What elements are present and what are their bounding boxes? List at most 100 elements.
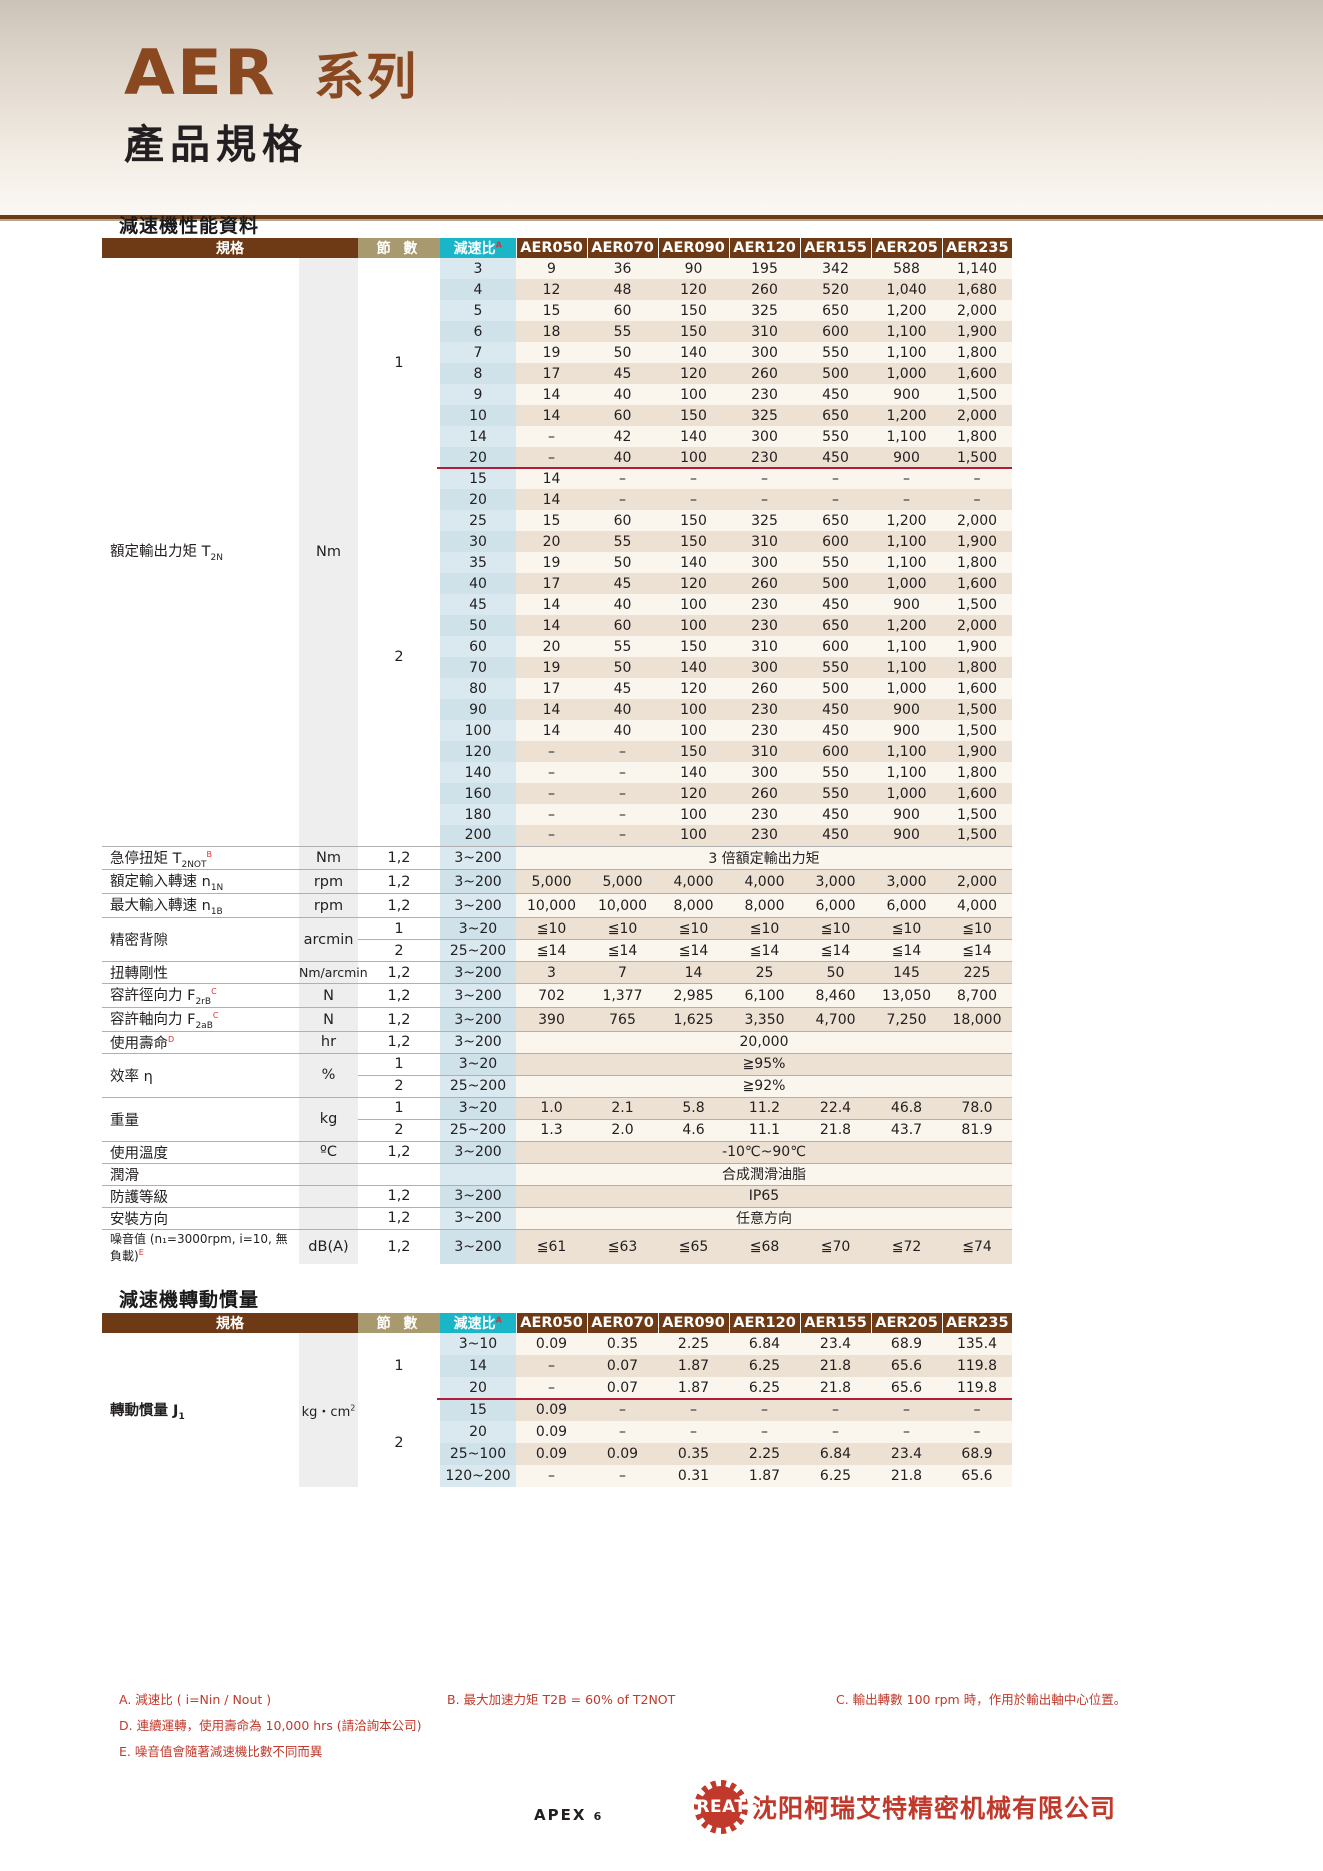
cell-AER155: 650 xyxy=(800,510,871,531)
spec-row: 2 25~200 ≧92% xyxy=(102,1074,1012,1098)
cell-AER155: 500 xyxy=(800,573,871,594)
table-row: 160– –120 260 550 1,000 1,600 xyxy=(102,783,1012,804)
cell-AER070: 50 xyxy=(587,552,658,573)
spec-label: 精密背隙 xyxy=(102,917,299,962)
cell-AER155: 450 xyxy=(800,720,871,741)
ratio-value: 90 xyxy=(440,699,516,720)
table-row: 7 19 50 140 300 550 1,100 1,800 xyxy=(102,342,1012,363)
spec-ratio: 3~200 xyxy=(440,1140,516,1164)
cell-AER235: 1,680 xyxy=(942,279,1012,300)
cell-AER120: 300 xyxy=(729,762,800,783)
spec-label: 最大輸入轉速 n1B xyxy=(102,893,299,918)
cell-AER205: 900 xyxy=(871,720,942,741)
spec-unit: rpm xyxy=(299,893,358,918)
spec-ratio: 3~200 xyxy=(440,845,516,870)
ratio-value: 4 xyxy=(440,279,516,300)
cell-AER090: 150 xyxy=(658,300,729,321)
stage-2-label: 2 xyxy=(358,468,440,846)
cell-AER070: 7 xyxy=(587,961,658,984)
cell-AER090: 100 xyxy=(658,384,729,405)
cell-AER235: – xyxy=(942,1421,1012,1443)
ratio-value: 80 xyxy=(440,678,516,699)
table-row: 20–40 100 230 450 900 1,500 xyxy=(102,447,1012,468)
col2-header-aer205: AER205 xyxy=(870,1313,942,1333)
cell-AER205: 1,000 xyxy=(871,363,942,384)
spec-row: 最大輸入轉速 n1B rpm 1,2 3~200 10,000 10,000 8,000 8,… xyxy=(102,893,1012,918)
table-row: 6 18 55 150 310 600 1,100 1,900 xyxy=(102,321,1012,342)
cell-AER235: 1,900 xyxy=(942,636,1012,657)
cell-AER235: 1,500 xyxy=(942,384,1012,405)
cell-AER120: 230 xyxy=(729,447,800,468)
spec-stage: 1 xyxy=(358,917,440,940)
cell-AER070: 60 xyxy=(587,405,658,426)
cell-AER120: 260 xyxy=(729,573,800,594)
col2-header-aer155: AER155 xyxy=(799,1313,871,1333)
cell-AER155: 450 xyxy=(800,447,871,468)
table-row: 2 15 14– – – – – – xyxy=(102,468,1012,846)
cell-AER070: 55 xyxy=(587,321,658,342)
spec-stage: 2 xyxy=(358,1118,440,1142)
cell-AER120: 300 xyxy=(729,426,800,447)
cell-AER090: 4.6 xyxy=(658,1118,729,1142)
cell-AER235: 1,800 xyxy=(942,426,1012,447)
cell-AER120: 2.25 xyxy=(729,1443,800,1465)
spec-stage: 1 xyxy=(358,1052,440,1076)
cell-AER070: 50 xyxy=(587,342,658,363)
table-row: 14–0.07 1.87 6.25 21.8 65.6 119.8 xyxy=(102,1355,1012,1377)
cell-AER235: 2,000 xyxy=(942,405,1012,426)
cell-AER090: 0.31 xyxy=(658,1465,729,1487)
cell-AER235: 81.9 xyxy=(942,1118,1012,1142)
cell-AER090: – xyxy=(658,1399,729,1421)
cell-AER090: 140 xyxy=(658,552,729,573)
cell-AER090: 1.87 xyxy=(658,1377,729,1399)
cell-AER155: 21.8 xyxy=(800,1118,871,1142)
cell-AER050: – xyxy=(516,1355,587,1377)
cell-AER090: 100 xyxy=(658,594,729,615)
ratio-value: 5 xyxy=(440,300,516,321)
cell-AER050: 19 xyxy=(516,657,587,678)
spec-unit: hr xyxy=(299,1030,358,1054)
cell-AER120: ≦68 xyxy=(729,1228,800,1264)
cell-AER155: ≦14 xyxy=(800,939,871,962)
cell-AER235: 2,000 xyxy=(942,869,1012,894)
table-row: 80 17 45 120 260 500 1,000 1,600 xyxy=(102,678,1012,699)
performance-table-head: 規格 節 數 減速比A AER050 AER070 AER090 AER120 … xyxy=(102,238,1012,258)
cell-AER155: – xyxy=(800,489,871,510)
cell-AER155: 550 xyxy=(800,657,871,678)
cell-AER120: 300 xyxy=(729,552,800,573)
cell-AER050: 17 xyxy=(516,573,587,594)
cell-AER120: 11.1 xyxy=(729,1118,800,1142)
cell-AER090: 100 xyxy=(658,720,729,741)
cell-AER155: 342 xyxy=(800,258,871,279)
cell-AER155: 500 xyxy=(800,363,871,384)
spec-ratio: 3~200 xyxy=(440,1206,516,1230)
cell-AER155: 600 xyxy=(800,531,871,552)
cell-AER050: 1.3 xyxy=(516,1118,587,1142)
ratio-value: 60 xyxy=(440,636,516,657)
cell-AER155: 550 xyxy=(800,783,871,804)
cell-AER070: – xyxy=(587,741,658,762)
cell-AER205: 900 xyxy=(871,447,942,468)
cell-AER070: 765 xyxy=(587,1007,658,1032)
table-row: 90 14 40 100 230 450 900 1,500 xyxy=(102,699,1012,720)
cell-AER050: 18 xyxy=(516,321,587,342)
cell-AER205: 588 xyxy=(871,258,942,279)
cell-AER070: – xyxy=(587,1421,658,1443)
spec-unit: Nm/arcmin xyxy=(299,961,368,984)
col2-header-aer050: AER050 xyxy=(515,1313,587,1333)
spec-stage: 1,2 xyxy=(358,869,440,894)
cell-AER070: – xyxy=(587,762,658,783)
spec-span-value: ≧92% xyxy=(516,1074,1012,1098)
cell-AER120: 300 xyxy=(729,657,800,678)
cell-AER155: ≦70 xyxy=(800,1228,871,1264)
cell-AER050: 12 xyxy=(516,279,587,300)
cell-AER090: ≦14 xyxy=(658,939,729,962)
spec-stage: 1,2 xyxy=(358,983,440,1008)
cell-AER235: 135.4 xyxy=(942,1333,1012,1355)
cell-AER235: 1,600 xyxy=(942,573,1012,594)
cell-AER050: 19 xyxy=(516,552,587,573)
ratio-value: 180 xyxy=(440,804,516,825)
cell-AER070: 60 xyxy=(587,300,658,321)
spec-ratio: 3~200 xyxy=(440,983,516,1008)
cell-AER050: 14 xyxy=(516,720,587,741)
